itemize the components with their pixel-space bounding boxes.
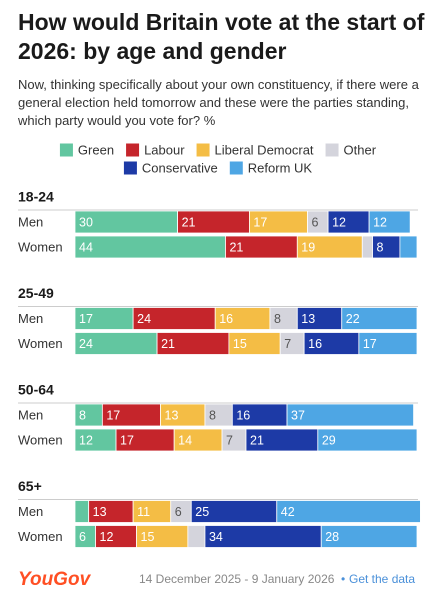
chart-subtitle: Now, thinking specifically about your ow… <box>18 77 419 128</box>
value-label: 21 <box>250 433 264 447</box>
value-label: 6 <box>175 505 182 519</box>
value-label: 12 <box>373 215 387 229</box>
row-label: Men <box>18 311 43 326</box>
value-label: 7 <box>226 433 233 447</box>
value-label: 17 <box>79 312 93 326</box>
bar-segment <box>320 525 418 548</box>
data-link[interactable]: Get the data <box>349 572 415 586</box>
group-label: 18-24 <box>18 189 54 205</box>
group-label: 25-49 <box>18 285 54 301</box>
group-label: 50-64 <box>18 382 54 398</box>
value-label: 15 <box>233 337 247 351</box>
row-label: Men <box>18 214 43 229</box>
value-label: 8 <box>209 408 216 422</box>
legend-swatch <box>325 143 339 157</box>
value-label: 17 <box>120 433 134 447</box>
value-label: 8 <box>79 408 86 422</box>
value-label: 16 <box>308 337 322 351</box>
value-label: 15 <box>141 530 155 544</box>
value-label: 12 <box>79 433 93 447</box>
legend-label: Labour <box>144 142 185 157</box>
row-label: Women <box>18 529 63 544</box>
value-label: 25 <box>195 505 209 519</box>
bar-segment <box>399 235 418 259</box>
value-label: 17 <box>363 337 377 351</box>
value-label: 21 <box>182 215 196 229</box>
value-label: 11 <box>137 505 150 519</box>
bar-segment <box>317 428 418 452</box>
value-label: 17 <box>253 215 267 229</box>
value-label: 16 <box>219 312 233 326</box>
legend-swatch <box>196 143 210 157</box>
legend-label: Reform UK <box>248 160 313 175</box>
logo: YouGov <box>18 569 92 590</box>
value-label: 17 <box>106 408 120 422</box>
row-label: Women <box>18 432 63 447</box>
legend-label: Conservative <box>142 160 218 175</box>
bar-segment <box>358 332 418 355</box>
legend-label: Other <box>344 142 377 157</box>
value-label: 19 <box>301 240 315 254</box>
value-label: 6 <box>312 215 319 229</box>
legend-swatch <box>229 161 243 175</box>
row-label: Men <box>18 407 43 422</box>
row-label: Women <box>18 239 63 254</box>
legend-swatch <box>59 143 73 157</box>
value-label: 28 <box>325 530 339 544</box>
bar-segment <box>187 525 206 548</box>
row-label: Men <box>18 504 43 519</box>
dates: 14 December 2025 - 9 January 2026 <box>139 572 335 586</box>
separator: • <box>341 572 345 586</box>
chart-title: How would Britain vote at the start of 2… <box>18 9 425 64</box>
value-label: 8 <box>274 312 281 326</box>
value-label: 7 <box>284 337 291 351</box>
legend-swatch <box>126 143 140 157</box>
bar-segment <box>74 500 90 523</box>
row-label: Women <box>18 336 63 351</box>
value-label: 37 <box>291 408 305 422</box>
legend-label: Liberal Democrat <box>215 142 314 157</box>
value-label: 24 <box>79 337 93 351</box>
value-label: 29 <box>322 433 336 447</box>
value-label: 21 <box>161 337 175 351</box>
legend-swatch <box>123 161 137 175</box>
value-label: 13 <box>93 505 107 519</box>
bar-segment <box>276 500 421 523</box>
value-label: 44 <box>79 240 93 254</box>
value-label: 12 <box>100 530 114 544</box>
value-label: 30 <box>79 215 93 229</box>
value-label: 21 <box>229 240 243 254</box>
bar-segment <box>368 210 411 234</box>
legend-label: Green <box>78 142 114 157</box>
value-label: 13 <box>301 312 315 326</box>
value-label: 34 <box>209 530 223 544</box>
value-label: 22 <box>346 312 360 326</box>
group-label: 65+ <box>18 478 42 494</box>
bar-segment <box>341 307 418 330</box>
value-label: 42 <box>281 505 295 519</box>
value-label: 8 <box>377 240 384 254</box>
value-label: 12 <box>332 215 346 229</box>
value-label: 13 <box>165 408 179 422</box>
bar-segment <box>74 235 226 259</box>
value-label: 24 <box>137 312 151 326</box>
value-label: 6 <box>79 530 86 544</box>
value-label: 16 <box>236 408 250 422</box>
bar-segment <box>286 403 414 427</box>
value-label: 14 <box>178 433 192 447</box>
bar-segment <box>361 235 373 259</box>
